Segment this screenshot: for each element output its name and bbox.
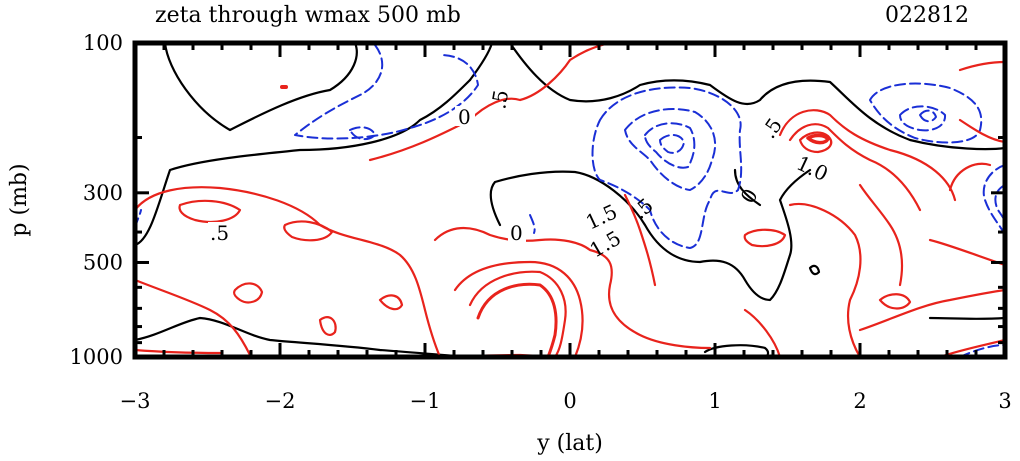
y-axis: 100 300 500 1000: [70, 31, 123, 369]
contour-label-bg: [508, 222, 526, 242]
contour-field: [135, 43, 1005, 357]
y-tick-label: 300: [83, 181, 123, 205]
chart-title: zeta through wmax 500 mb: [155, 3, 461, 28]
x-axis-title: y (lat): [536, 431, 603, 456]
x-tick-label: −2: [265, 389, 296, 413]
contour-label: .5: [756, 113, 787, 142]
positive-contours: [135, 43, 1005, 357]
contour-label: .5: [486, 88, 513, 111]
contour-label: 0: [510, 221, 523, 245]
x-tick-label: 1: [708, 389, 721, 413]
x-tick-label: −1: [410, 389, 441, 413]
y-tick-label: 100: [83, 31, 123, 55]
x-axis: −3 −2 −1 0 1 2 3: [120, 389, 1012, 413]
contour-label-bg: [208, 222, 238, 242]
x-tick-label: 3: [998, 389, 1011, 413]
x-tick-label: 0: [563, 389, 576, 413]
x-tick-label: −3: [120, 389, 151, 413]
run-id-label: 022812: [885, 3, 969, 28]
zero-contours: [135, 43, 1005, 357]
x-tick-label: 2: [853, 389, 866, 413]
plot-frame: [132, 40, 1008, 360]
axis-ticks: [133, 41, 1007, 359]
negative-contours: [135, 44, 1005, 357]
contour-label: 1.0: [793, 151, 832, 186]
y-axis-title: p (mb): [7, 163, 32, 236]
contour-label: 0: [458, 105, 471, 129]
contour-label-bg: [455, 106, 475, 126]
contour-label: .5: [210, 221, 229, 245]
y-tick-label: 500: [83, 250, 123, 274]
y-tick-label: 1000: [70, 345, 123, 369]
